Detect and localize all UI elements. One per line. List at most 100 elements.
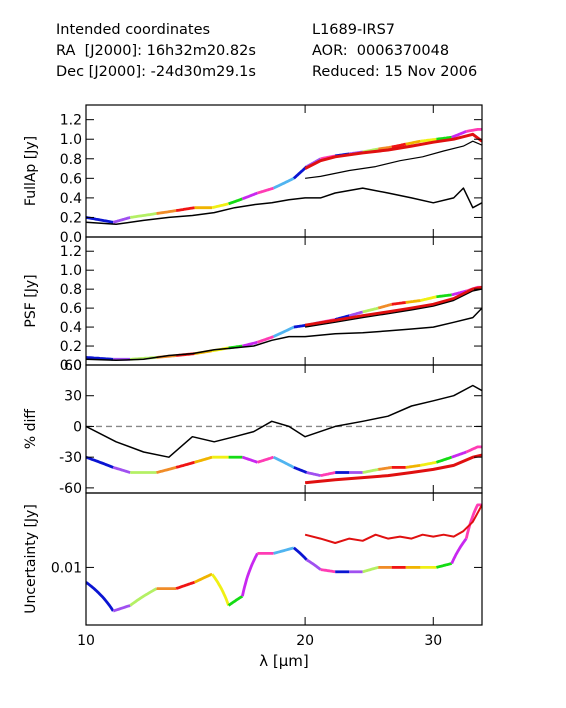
thin-black-line <box>305 140 482 179</box>
spectrum-order-segment <box>272 325 295 338</box>
spectrum-order-segment <box>362 306 379 314</box>
spectrum-order-segment <box>451 130 467 139</box>
spectrum-order-segment <box>175 460 195 469</box>
spectrum-order-segment <box>242 340 258 348</box>
y-tick-label: 0.0 <box>60 230 82 246</box>
spectrum-order-segment <box>241 191 258 201</box>
y-tick-label: 0.6 <box>60 301 82 317</box>
y-tick-label: 0.0 <box>60 358 82 374</box>
header-left-line-3: Dec [J2000]: -24d30m29.1s <box>56 64 256 80</box>
spectrum-order-segment <box>273 546 295 555</box>
spectrum-order-segment <box>450 537 468 565</box>
spectrum-order-segment <box>156 466 177 474</box>
spectrum-order-segment <box>86 356 114 361</box>
spectrum-order-segment <box>436 293 453 299</box>
x-axis-label: λ [μm] <box>259 652 309 670</box>
spectrum-order-segment <box>377 466 393 471</box>
y-tick-label: 1.0 <box>60 132 82 148</box>
spectrum-order-segment <box>112 216 131 224</box>
spectrum-order-segment <box>227 594 244 607</box>
spectrum-order-segment <box>420 295 437 302</box>
spectrum-order-segment <box>86 581 115 612</box>
spectrum-order-segment <box>112 466 131 474</box>
panel-plot-area <box>86 503 482 613</box>
header-right-line-2: AOR: 0006370048 <box>312 43 450 59</box>
spectrum-order-segment <box>210 573 230 606</box>
spectrum-order-segment <box>348 310 364 318</box>
spectrum-order-segment <box>86 455 114 469</box>
panel-0: 0.0 0.2 0.4 0.6 0.8 1.0 1.2 FullAp [Jy] <box>23 104 483 246</box>
spectrum-order-segment <box>156 209 177 215</box>
y-tick-label: 0.8 <box>60 152 82 168</box>
thin-black-line <box>305 288 482 328</box>
spectrum-order-segment <box>293 323 308 329</box>
black-spectrum-line <box>86 384 482 458</box>
y-tick-label: 60 <box>64 358 82 374</box>
spectrum-order-segment <box>320 471 336 477</box>
spectrum-order-segment <box>465 127 482 133</box>
spectrum-order-segment <box>436 135 453 141</box>
y-tick-label: 30 <box>64 389 82 405</box>
spectrum-order-segment <box>256 455 274 464</box>
red-fit-line <box>304 285 482 327</box>
header-right-line-3: Reduced: 15 Nov 2006 <box>312 64 478 80</box>
spectrum-order-segment <box>306 471 322 477</box>
y-axis-label: PSF [Jy] <box>23 274 39 327</box>
spectrum-order-segment <box>420 460 437 467</box>
header-left-line-1: Intended coordinates <box>56 22 211 38</box>
y-tick-label: 0.2 <box>60 339 82 355</box>
spectrum-order-segment <box>242 455 258 464</box>
spectrum-order-segment <box>86 216 114 224</box>
y-axis-label: Uncertainty [Jy] <box>23 504 39 614</box>
y-tick-label: 0 <box>73 419 82 435</box>
red-line-line <box>304 504 482 544</box>
spectrum-order-segment <box>228 197 243 206</box>
y-tick-label: 1.0 <box>60 263 82 279</box>
spectrum-order-segment <box>292 165 308 180</box>
spectrum-order-segment <box>257 186 275 195</box>
y-axis-label: FullAp [Jy] <box>23 136 39 206</box>
spectrum-order-segment <box>241 552 259 597</box>
red-fit-line <box>304 453 482 485</box>
spectrum-order-segment <box>112 604 131 613</box>
spectrum-order-segment <box>272 455 295 469</box>
black-spectrum-line <box>86 187 482 226</box>
spectrum-order-segment <box>391 301 407 306</box>
y-tick-label: 0.8 <box>60 282 82 298</box>
x-tick-label: 20 <box>296 633 314 649</box>
y-tick-label: -60 <box>59 481 82 497</box>
spectrum-order-segment <box>405 139 421 146</box>
spectrum-order-segment <box>362 468 379 474</box>
header-right-line-1: L1689-IRS7 <box>312 22 395 38</box>
spectrum-order-segment <box>451 289 467 297</box>
y-axis-label: % diff <box>23 409 39 450</box>
y-tick-label: 1.2 <box>60 244 82 260</box>
spectrum-order-segment <box>405 464 421 469</box>
panel-1: 0.0 0.2 0.4 0.6 0.8 1.0 1.2 PSF [Jy] <box>23 236 483 374</box>
spectrum-order-segment <box>435 455 453 464</box>
y-tick-label: 0.2 <box>60 210 82 226</box>
spectrum-order-segment <box>292 546 308 561</box>
spectrum-order-segment <box>272 177 295 190</box>
spectrum-order-segment <box>293 466 308 474</box>
panel-2: -60 -30 0 30 60 % diff <box>23 358 483 497</box>
spectrum-order-segment <box>464 503 482 539</box>
spectrum-order-segment <box>305 558 322 571</box>
y-tick-label: -30 <box>59 450 82 466</box>
spectrum-order-segment <box>175 580 196 590</box>
y-tick-label: 1.2 <box>60 113 82 129</box>
panel-plot-area <box>86 127 482 226</box>
spectrum-order-segment <box>256 335 275 344</box>
spectrum-order-segment <box>320 568 336 574</box>
y-tick-label: 0.4 <box>60 191 82 207</box>
panel-plot-area <box>86 285 482 362</box>
spectrum-order-segment <box>377 302 393 310</box>
y-tick-label: 0.6 <box>60 171 82 187</box>
x-tick-label: 10 <box>77 633 95 649</box>
y-tick-label: 0.01 <box>51 560 82 576</box>
spectrum-order-segment <box>405 299 421 304</box>
spectrum-order-segment <box>194 455 213 464</box>
panel-frame <box>85 492 483 626</box>
spectrum-order-segment <box>436 562 453 569</box>
